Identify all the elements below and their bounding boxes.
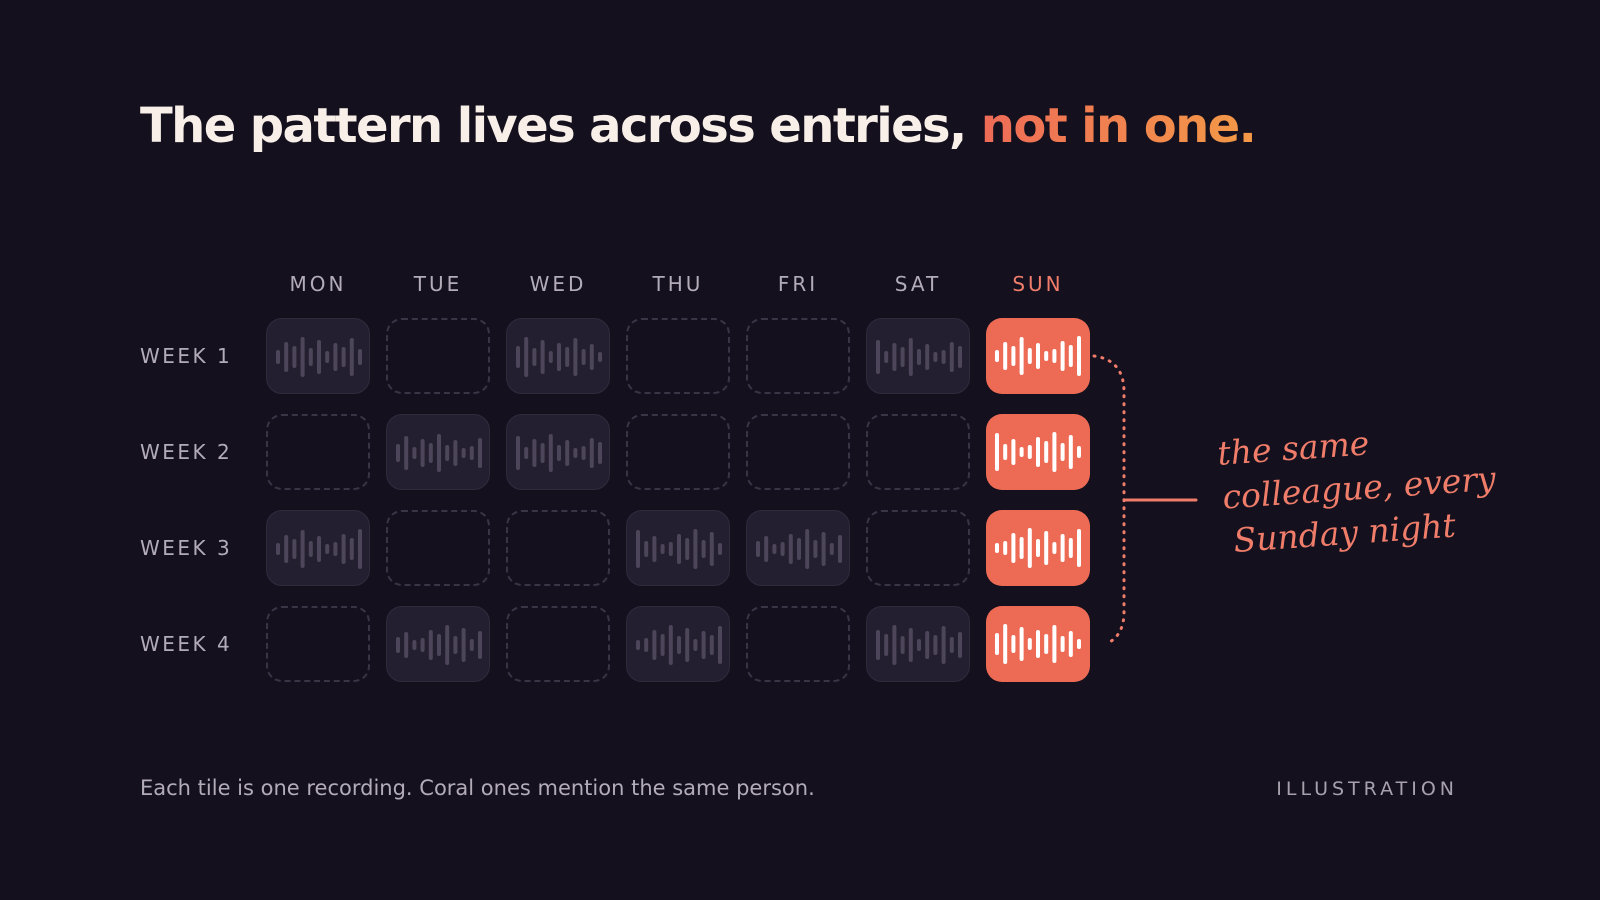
highlighted-recording-tile[interactable] xyxy=(986,510,1090,586)
waveform-icon xyxy=(276,337,362,377)
highlighted-recording-tile[interactable] xyxy=(986,318,1090,394)
empty-day-tile xyxy=(866,414,970,490)
week-label-4: WEEK 4 xyxy=(140,632,233,656)
waveform-icon xyxy=(756,529,842,569)
empty-day-tile xyxy=(266,414,370,490)
empty-day-tile xyxy=(266,606,370,682)
title-highlight: not in one. xyxy=(980,98,1257,154)
waveform-icon xyxy=(516,434,602,472)
week-label-2: WEEK 2 xyxy=(140,440,233,464)
empty-day-tile xyxy=(386,318,490,394)
waveform-icon xyxy=(396,625,482,665)
title-main: The pattern lives across entries, xyxy=(140,98,981,154)
caption: Each tile is one recording. Coral ones m… xyxy=(140,776,815,800)
waveform-icon xyxy=(995,432,1081,472)
empty-day-tile xyxy=(626,318,730,394)
empty-day-tile xyxy=(386,510,490,586)
day-label-mon: MON xyxy=(289,272,347,296)
recording-tile[interactable] xyxy=(386,606,490,682)
recording-tile[interactable] xyxy=(266,318,370,394)
waveform-icon xyxy=(636,625,722,665)
recording-tile[interactable] xyxy=(266,510,370,586)
day-label-thu: THU xyxy=(652,272,704,296)
recording-tile[interactable] xyxy=(506,318,610,394)
waveform-icon xyxy=(995,336,1081,376)
recording-tile[interactable] xyxy=(506,414,610,490)
recording-tile[interactable] xyxy=(746,510,850,586)
day-label-wed: WED xyxy=(529,272,587,296)
bracket-dotted-line xyxy=(1092,354,1126,646)
day-label-fri: FRI xyxy=(777,272,819,296)
week-label-3: WEEK 3 xyxy=(140,536,233,560)
empty-day-tile xyxy=(746,606,850,682)
day-label-sat: SAT xyxy=(894,272,942,296)
recording-tile[interactable] xyxy=(386,414,490,490)
waveform-icon xyxy=(876,338,962,376)
highlighted-recording-tile[interactable] xyxy=(986,606,1090,682)
waveform-icon xyxy=(876,625,962,665)
recording-tile[interactable] xyxy=(866,606,970,682)
page-title: The pattern lives across entries, not in… xyxy=(140,94,1257,158)
empty-day-tile xyxy=(506,510,610,586)
waveform-icon xyxy=(995,624,1081,664)
waveform-icon xyxy=(396,434,482,472)
waveform-icon xyxy=(516,337,602,377)
empty-day-tile xyxy=(746,318,850,394)
highlighted-recording-tile[interactable] xyxy=(986,414,1090,490)
recording-tile[interactable] xyxy=(626,606,730,682)
pattern-annotation: the same colleague, every Sunday night xyxy=(1216,413,1500,564)
illustration-tag: ILLUSTRATION xyxy=(1276,778,1458,800)
empty-day-tile xyxy=(746,414,850,490)
recording-tile[interactable] xyxy=(866,318,970,394)
empty-day-tile xyxy=(626,414,730,490)
recording-tile[interactable] xyxy=(626,510,730,586)
waveform-icon xyxy=(636,529,722,569)
day-label-tue: TUE xyxy=(413,272,463,296)
day-label-sun: SUN xyxy=(1012,272,1064,296)
waveform-icon xyxy=(276,529,362,569)
empty-day-tile xyxy=(506,606,610,682)
empty-day-tile xyxy=(866,510,970,586)
waveform-icon xyxy=(995,528,1081,568)
week-label-1: WEEK 1 xyxy=(140,344,233,368)
